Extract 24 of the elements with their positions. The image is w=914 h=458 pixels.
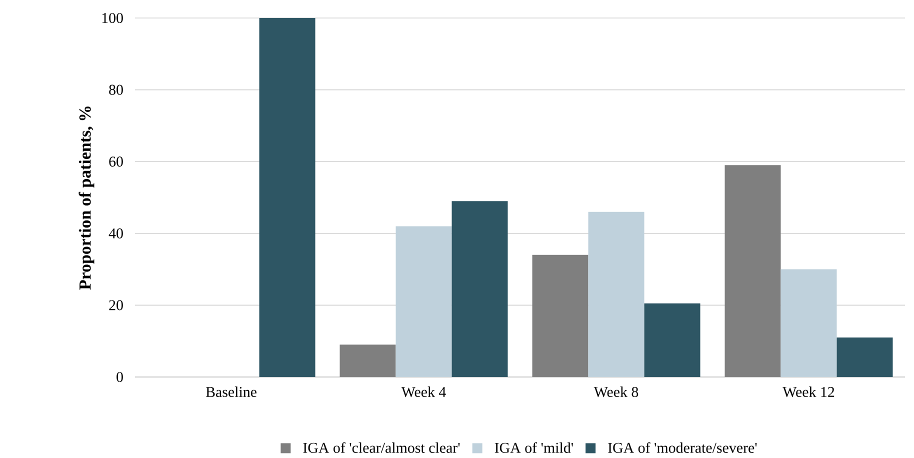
x-tick-label: Week 8: [594, 386, 638, 398]
y-tick-label: 60: [109, 156, 123, 167]
bar: [532, 254, 588, 377]
bar: [259, 18, 316, 377]
y-tick-label: 80: [109, 84, 123, 95]
legend-label: IGA of 'mild': [494, 442, 573, 453]
bar: [452, 200, 508, 377]
y-tick-label: 100: [102, 12, 123, 23]
bar: [644, 303, 700, 377]
y-tick-label: 0: [116, 372, 123, 382]
bar: [396, 226, 452, 377]
bar: [836, 337, 893, 377]
x-tick-label: Baseline: [206, 386, 256, 397]
bar: [724, 165, 781, 377]
legend-label: IGA of 'moderate/severe': [608, 442, 757, 453]
bar: [780, 269, 837, 377]
bar: [588, 212, 644, 377]
y-tick-label: 40: [108, 228, 123, 238]
y-tick-label: 20: [109, 300, 123, 310]
legend-label: IGA of 'clear/almost clear': [303, 442, 460, 453]
bar: [340, 344, 396, 377]
x-tick-label: Week 12: [782, 386, 834, 398]
x-tick-label: Week 4: [401, 386, 446, 398]
y-axis-title: Proportion of patients, %: [78, 106, 94, 290]
